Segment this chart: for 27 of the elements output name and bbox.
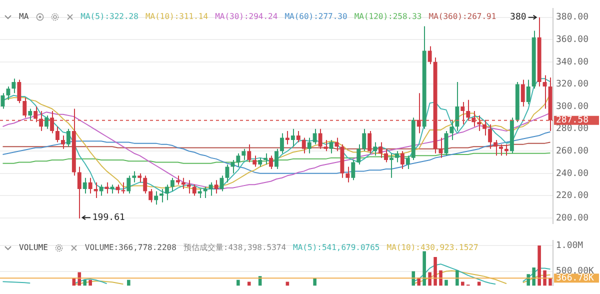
y-tick-label: 300.00: [556, 102, 589, 112]
y-tick-label: 200.00: [556, 213, 589, 224]
y-tick-label: 340.00: [556, 57, 589, 68]
text: MA(120):258.33: [354, 12, 422, 21]
y-tick-label: 280.00: [556, 124, 589, 134]
text: MA(60):277.30: [284, 12, 348, 21]
text: VOLUME:366,778.2208: [84, 243, 176, 252]
text: MA(5):322.28: [80, 12, 138, 21]
text: MA(360):267.91: [428, 12, 496, 21]
annotation: 380: [510, 12, 526, 23]
ref-line-label: 287.58: [556, 116, 589, 126]
annotation: 199.61: [92, 212, 125, 223]
y-tick-label: 360.00: [556, 34, 589, 45]
text: MA(10):311.14: [145, 12, 208, 21]
annotation: 预估成交量:438,398.5374: [183, 242, 286, 253]
y-tick-label: 320.00: [556, 80, 589, 90]
text: MA(30):294.24: [215, 12, 278, 21]
y-tick-label: 1.00M: [556, 240, 584, 251]
candlestick: [121, 182, 126, 194]
text: MA(10):430,923.1527: [386, 243, 478, 252]
chart-title: VOLUME: [19, 243, 48, 252]
y-tick-label: 240.00: [556, 168, 589, 179]
y-tick-label: 220.00: [556, 191, 589, 202]
text: MA: [19, 12, 29, 21]
y-tick-label: 380.00: [556, 12, 589, 23]
text: MA(5):541,679.0765: [293, 243, 380, 252]
y-tick-label: 260.00: [556, 146, 589, 156]
